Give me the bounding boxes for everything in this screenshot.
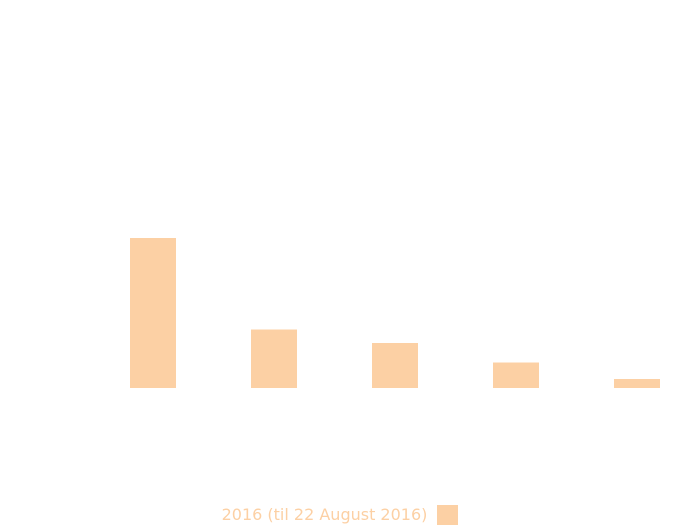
bar-5: [614, 379, 660, 388]
bar-2: [251, 329, 297, 388]
legend-label: 2016 (til 22 August 2016): [221, 505, 428, 524]
bar-1: [130, 238, 176, 388]
legend: 2016 (til 22 August 2016): [0, 503, 680, 527]
bar-group: [130, 238, 660, 388]
bar-4: [493, 362, 539, 388]
bar-3: [372, 343, 418, 388]
legend-swatch: [437, 505, 459, 525]
